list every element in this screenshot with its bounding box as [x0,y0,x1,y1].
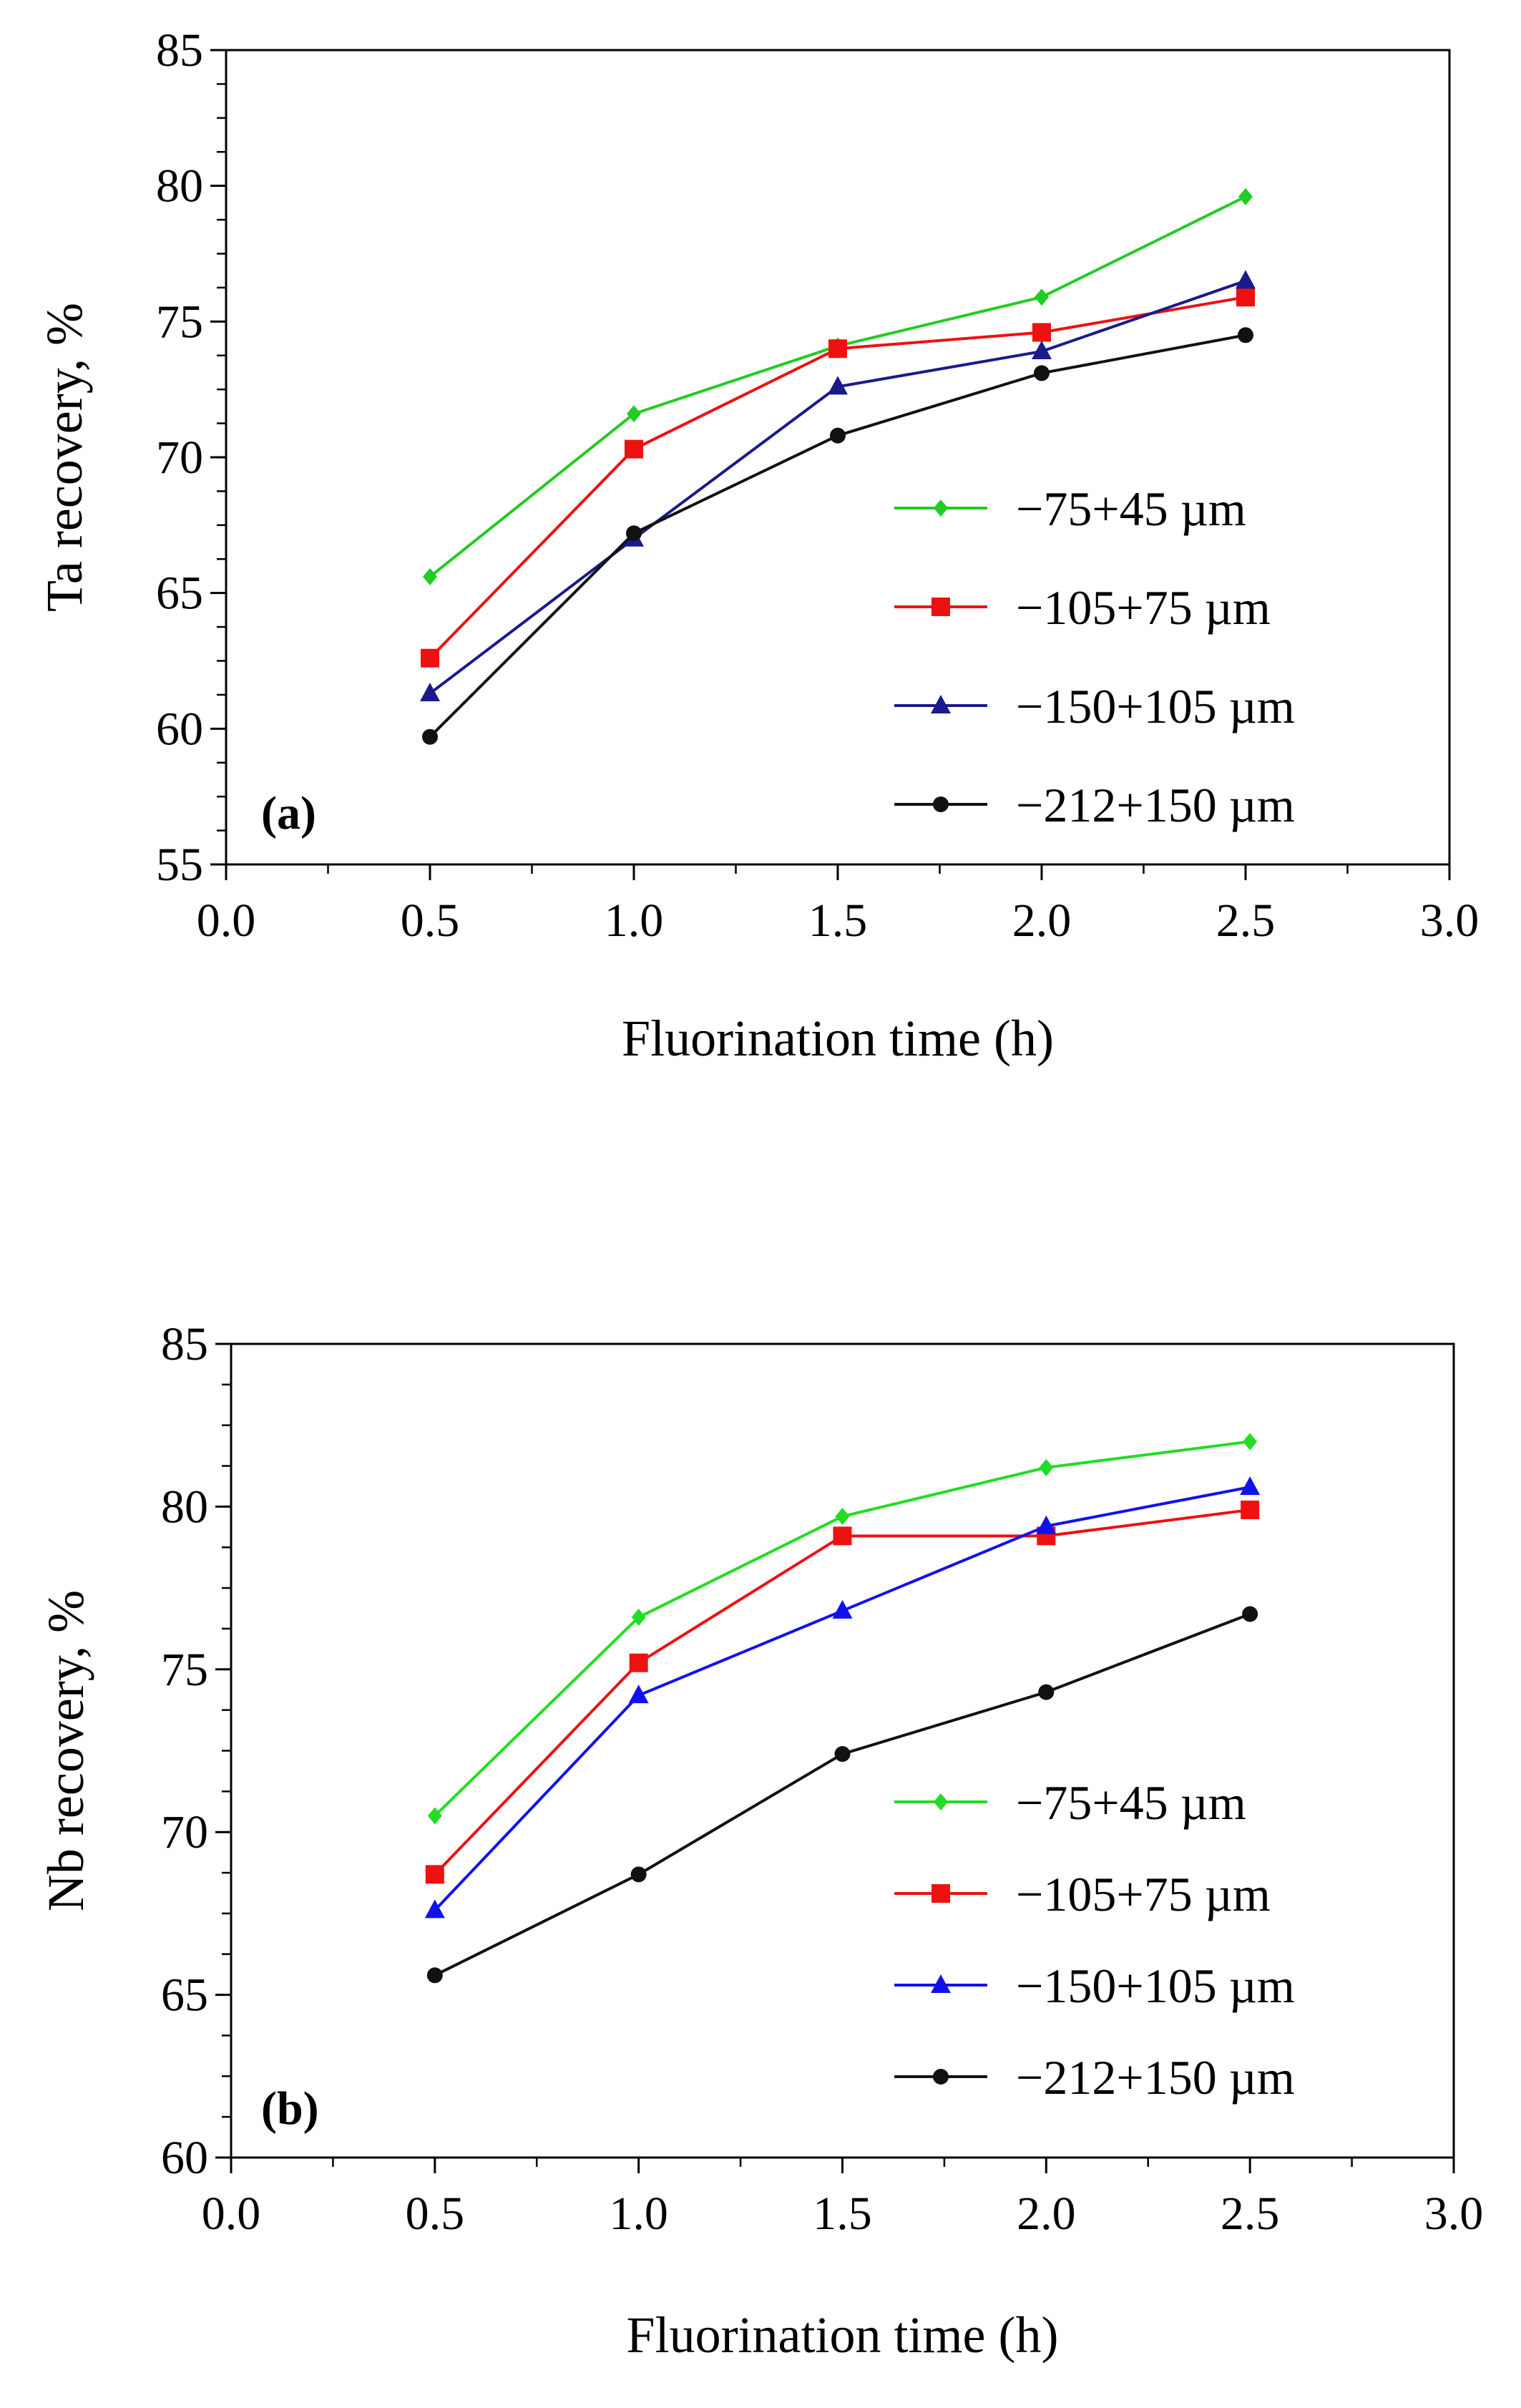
y-tick-label: 85 [156,24,203,77]
y-tick-label: 60 [156,703,203,755]
legend-label: −105+75 µm [1016,580,1271,635]
legend-marker [931,1974,951,1993]
data-point [834,1746,851,1763]
legend-marker [931,598,950,616]
x-tick-label: 2.5 [1221,2188,1280,2240]
y-tick-label: 75 [161,1644,208,1696]
legend-label: −212+150 µm [1016,2050,1295,2105]
data-point [628,1685,649,1704]
data-point [422,728,438,745]
legend-label: −105+75 µm [1016,1867,1271,1921]
x-tick-label: 2.0 [1012,895,1072,947]
y-tick-label: 65 [161,1969,208,2022]
x-tick-label: 1.0 [605,895,664,947]
legend-marker [934,499,948,517]
plot-area-frame [225,49,1451,866]
legend: −75+45 µm −105+75 µm −150+105 µm −212+150 µ… [894,482,1295,832]
data-point [1038,1684,1055,1700]
x-tick-label: 3.0 [1420,895,1480,947]
legend-label: −75+45 µm [1016,1775,1246,1830]
axis-ticks: 0.0 0.5 1.0 1.5 2.0 2.5 3.0 60 65 70 75 80 85 [161,1318,1483,2240]
data-point [423,567,437,585]
x-tick-label: 0.5 [401,895,460,947]
data-point [1242,1606,1258,1622]
data-point [1240,1476,1261,1496]
data-point [1236,288,1255,307]
data-point [1238,327,1253,343]
axis-ticks: 0.0 0.5 1.0 1.5 2.0 2.5 3.0 55 60 65 70 75 80 85 [156,24,1479,947]
legend-marker [931,1884,950,1903]
data-point [1032,323,1051,342]
x-tick-label: 1.0 [609,2188,668,2240]
data-point [426,1967,443,1984]
data-point [630,1866,647,1883]
x-tick-label: 2.0 [1017,2188,1076,2240]
data-point [828,339,847,359]
y-tick-label: 80 [156,160,203,213]
series-line [429,333,1246,739]
y-tick-label: 70 [161,1806,208,1858]
data-point [1035,288,1049,306]
data-point [421,648,439,668]
data-point [832,1599,853,1619]
data-point [425,1865,444,1884]
data-point [1236,270,1256,289]
legend-marker [934,1793,948,1810]
data-point [1243,1433,1258,1451]
data-point [631,1609,646,1627]
panel-label: (a) [261,787,316,839]
legend: −75+45 µm −105+75 µm −150+105 µm −212+150 µ… [894,1775,1295,2105]
y-tick-label: 80 [161,1481,208,1533]
x-tick-label: 1.5 [808,895,868,947]
y-tick-label: 70 [156,432,203,484]
data-point [833,1526,852,1546]
data-point [1238,187,1253,205]
x-tick-label: 0.5 [406,2188,465,2240]
data-point [424,1899,445,1919]
data-point [1036,1515,1057,1534]
data-point [626,525,642,542]
y-tick-label: 60 [161,2132,208,2184]
data-point [1039,1458,1054,1476]
legend-marker [933,2069,949,2085]
x-tick-label: 2.5 [1216,895,1276,947]
x-tick-label: 1.5 [813,2188,872,2240]
legend-marker [931,695,951,713]
data-point [1034,365,1050,381]
x-tick-label: 0.0 [202,2188,261,2240]
y-tick-label: 65 [156,567,203,620]
data-point [835,1508,850,1526]
y-axis-title: Ta recovery, % [36,303,93,612]
legend-label: −212+150 µm [1016,778,1295,832]
chart-panel-b: 0.0 0.5 1.0 1.5 2.0 2.5 3.0 60 65 70 75 80 85 −75+45… [37,1318,1483,2364]
legend-label: −150+105 µm [1016,1959,1295,2013]
data-series [424,1433,1261,1984]
data-point [625,439,643,459]
data-point [830,427,846,444]
legend-label: −150+105 µm [1016,679,1295,733]
data-series [420,187,1256,745]
legend-marker [933,796,949,812]
legend-label: −75+45 µm [1016,482,1246,536]
x-tick-label: 3.0 [1424,2188,1484,2240]
data-point [1241,1500,1260,1519]
x-axis-title: Fluorination time (h) [622,1010,1054,1067]
data-point [420,683,440,702]
y-tick-label: 85 [161,1318,208,1370]
y-tick-label: 75 [156,296,203,348]
x-tick-label: 0.0 [197,895,256,947]
data-point [629,1653,648,1672]
data-point [427,1807,442,1825]
data-point [828,376,848,395]
data-point [627,405,641,423]
y-axis-title: Nb recovery, % [37,1590,94,1911]
data-point [1032,341,1052,360]
chart-panel-a: 0.0 0.5 1.0 1.5 2.0 2.5 3.0 55 60 65 70 75 80 85 −75+… [36,24,1479,1067]
y-tick-label: 55 [156,839,203,891]
x-axis-title: Fluorination time (h) [627,2306,1059,2364]
panel-label: (b) [261,2082,319,2135]
